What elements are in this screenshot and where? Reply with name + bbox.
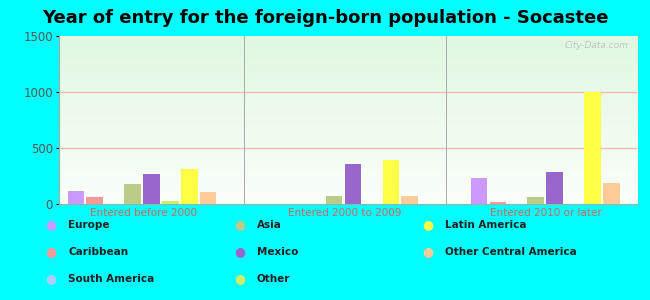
Text: Caribbean: Caribbean	[68, 247, 129, 257]
Bar	[86, 197, 103, 204]
Bar	[181, 169, 198, 204]
Bar	[344, 164, 361, 204]
Text: Mexico: Mexico	[257, 247, 298, 257]
Text: ●: ●	[46, 245, 57, 259]
Bar	[143, 174, 160, 204]
Bar	[382, 160, 399, 204]
Text: ●: ●	[234, 272, 245, 286]
Bar	[124, 184, 141, 204]
Text: Europe: Europe	[68, 220, 110, 230]
Bar	[326, 196, 343, 204]
Text: ●: ●	[46, 218, 57, 232]
Bar	[527, 197, 544, 204]
Bar	[603, 183, 619, 204]
Bar	[546, 172, 563, 204]
Text: City-Data.com: City-Data.com	[564, 41, 629, 50]
Text: ●: ●	[46, 272, 57, 286]
Text: ●: ●	[234, 218, 245, 232]
Text: ●: ●	[234, 245, 245, 259]
Bar	[471, 178, 488, 204]
Bar	[584, 92, 601, 204]
Text: Year of entry for the foreign-born population - Socastee: Year of entry for the foreign-born popul…	[42, 9, 608, 27]
Bar	[402, 196, 418, 204]
Bar	[489, 202, 506, 204]
Text: ●: ●	[422, 245, 434, 259]
Text: Latin America: Latin America	[445, 220, 526, 230]
Text: Other Central America: Other Central America	[445, 247, 577, 257]
Text: Other: Other	[257, 274, 290, 284]
Bar	[68, 190, 84, 204]
Text: ●: ●	[422, 218, 434, 232]
Text: Asia: Asia	[257, 220, 281, 230]
Bar	[200, 192, 216, 204]
Bar	[162, 201, 179, 204]
Text: South America: South America	[68, 274, 155, 284]
